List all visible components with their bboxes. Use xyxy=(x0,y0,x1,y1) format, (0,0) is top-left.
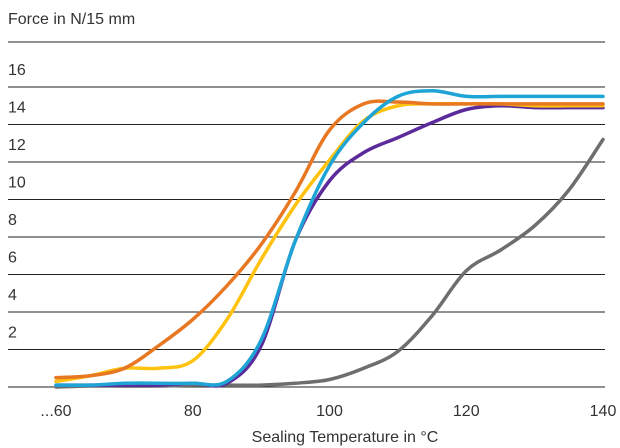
y-tick-label: 6 xyxy=(8,250,17,267)
y-tick-label: 16 xyxy=(8,62,26,79)
y-tick-label: 14 xyxy=(8,100,26,117)
x-axis-label: Sealing Temperature in °C xyxy=(252,429,439,446)
series-line xyxy=(54,89,605,388)
x-tick-label: 140 xyxy=(590,403,617,420)
series-line xyxy=(54,103,605,388)
x-tick-label: ...60 xyxy=(40,403,71,420)
x-tick-label: 120 xyxy=(453,403,480,420)
series-line xyxy=(54,99,605,380)
x-tick-label: 80 xyxy=(184,403,202,420)
y-tick-label: 4 xyxy=(8,287,17,304)
y-tick-label: 10 xyxy=(8,175,26,192)
y-tick-label: 8 xyxy=(8,212,17,229)
series-line xyxy=(54,101,605,384)
y-tick-label: 12 xyxy=(8,137,26,154)
y-tick-label: 2 xyxy=(8,325,17,342)
x-tick-label: 100 xyxy=(316,403,343,420)
y-axis-label: Force in N/15 mm xyxy=(8,11,135,28)
